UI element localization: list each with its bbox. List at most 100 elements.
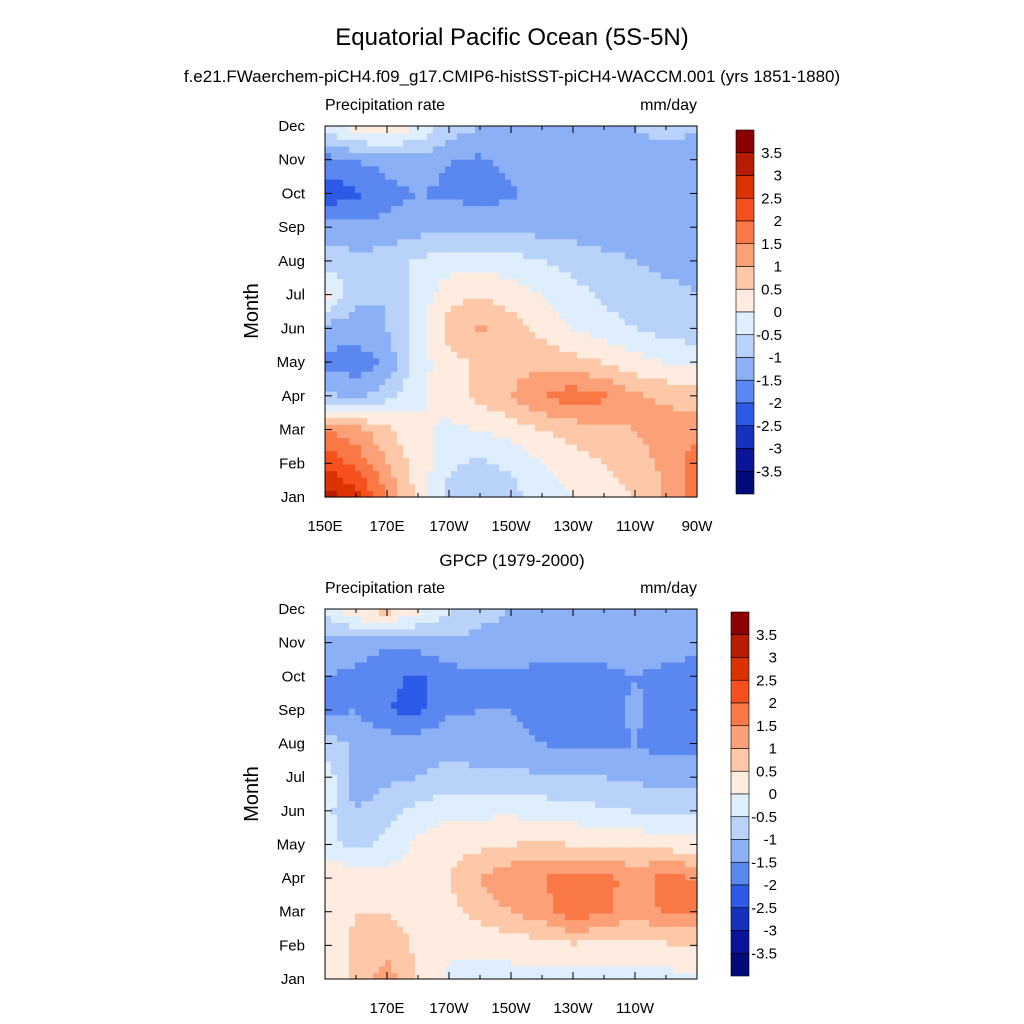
heatmap-cell [559, 285, 566, 293]
heatmap-cell [355, 879, 362, 888]
heatmap-cell [475, 853, 482, 861]
heatmap-cell [523, 906, 530, 914]
heatmap-cell [607, 879, 614, 888]
heatmap-cell [577, 919, 584, 927]
heatmap-cell [589, 450, 596, 458]
heatmap-cell [601, 879, 608, 888]
heatmap-cell [583, 132, 590, 140]
heatmap-cell [427, 945, 434, 954]
heatmap-cell [385, 232, 392, 240]
heatmap-cell [661, 972, 668, 980]
heatmap-cell [649, 397, 656, 405]
heatmap-cell [655, 899, 662, 907]
heatmap-cell [571, 205, 578, 213]
colorbar-label: 1 [774, 259, 782, 276]
heatmap-cell [481, 271, 488, 279]
heatmap-cell [649, 258, 656, 266]
heatmap-cell [625, 919, 632, 927]
heatmap-cell [583, 318, 590, 326]
heatmap-cell [325, 185, 332, 193]
heatmap-cell [535, 417, 542, 425]
x-tick-label: 150E [307, 518, 342, 535]
heatmap-cell [631, 404, 638, 412]
heatmap-cell [553, 899, 560, 907]
heatmap-cell [325, 860, 332, 868]
heatmap-cell [427, 391, 434, 399]
heatmap-cell [475, 377, 482, 385]
heatmap-cell [541, 357, 548, 366]
heatmap-cell [499, 212, 506, 220]
heatmap-cell [325, 430, 332, 438]
heatmap-cell [649, 391, 656, 399]
heatmap-cell [331, 291, 338, 299]
heatmap-cell [325, 899, 332, 907]
heatmap-cell [577, 444, 584, 452]
heatmap-cell [667, 417, 674, 425]
heatmap-cell [583, 344, 590, 352]
heatmap-cell [349, 397, 356, 405]
heatmap-cell [655, 463, 662, 472]
heatmap-cell [685, 205, 692, 213]
heatmap-cell [505, 278, 512, 286]
heatmap-cell [427, 364, 434, 372]
heatmap-cell [679, 879, 686, 888]
heatmap-cell [493, 430, 500, 438]
heatmap-cell [667, 311, 674, 319]
heatmap-cell [601, 926, 608, 934]
heatmap-cell [661, 265, 668, 273]
heatmap-cell [547, 212, 554, 220]
heatmap-cell [679, 853, 686, 861]
heatmap-cell [565, 172, 572, 180]
heatmap-cell [679, 152, 686, 160]
heatmap-cell [595, 311, 602, 319]
heatmap-cell [523, 291, 530, 299]
heatmap-cell [649, 351, 656, 359]
heatmap-cell [463, 906, 470, 914]
heatmap-cell [679, 391, 686, 399]
heatmap-cell [679, 483, 686, 491]
heatmap-cell [439, 278, 446, 286]
heatmap-cell [685, 840, 692, 848]
heatmap-cell [463, 932, 470, 940]
heatmap-cell [463, 126, 470, 134]
heatmap-cell [607, 827, 614, 835]
heatmap-cell [361, 490, 368, 498]
heatmap-cell [397, 212, 404, 220]
heatmap-cell [523, 866, 530, 874]
heatmap-cell [433, 483, 440, 491]
heatmap-cell [445, 179, 452, 187]
heatmap-cell [523, 444, 530, 452]
heatmap-cell [361, 291, 368, 299]
heatmap-cell [463, 139, 470, 147]
heatmap-cell [379, 846, 386, 855]
heatmap-cell [487, 959, 494, 967]
heatmap-cell [619, 906, 626, 914]
heatmap-cell [535, 483, 542, 491]
heatmap-cell [409, 959, 416, 967]
heatmap-cell [475, 172, 482, 180]
heatmap-cell [409, 926, 416, 934]
heatmap-cell [649, 338, 656, 346]
heatmap-cell [403, 410, 410, 419]
heatmap-cell [517, 357, 524, 366]
heatmap-cell [427, 912, 434, 921]
heatmap-cell [583, 932, 590, 940]
heatmap-cell [379, 879, 386, 888]
heatmap-cell [667, 906, 674, 914]
heatmap-cell [547, 291, 554, 299]
heatmap-cell [661, 377, 668, 385]
heatmap-cell [361, 185, 368, 193]
heatmap-cell [487, 972, 494, 980]
heatmap-cell [619, 470, 626, 478]
heatmap-cell [421, 866, 428, 874]
heatmap-cell [505, 377, 512, 385]
heatmap-cell [613, 271, 620, 279]
heatmap-cell [619, 318, 626, 326]
heatmap-cell [373, 912, 380, 921]
heatmap-cell [523, 384, 530, 392]
heatmap-cell [559, 932, 566, 940]
heatmap-cell [415, 185, 422, 193]
heatmap-cell [577, 311, 584, 319]
heatmap-cell [643, 424, 650, 432]
heatmap-cell [427, 212, 434, 220]
